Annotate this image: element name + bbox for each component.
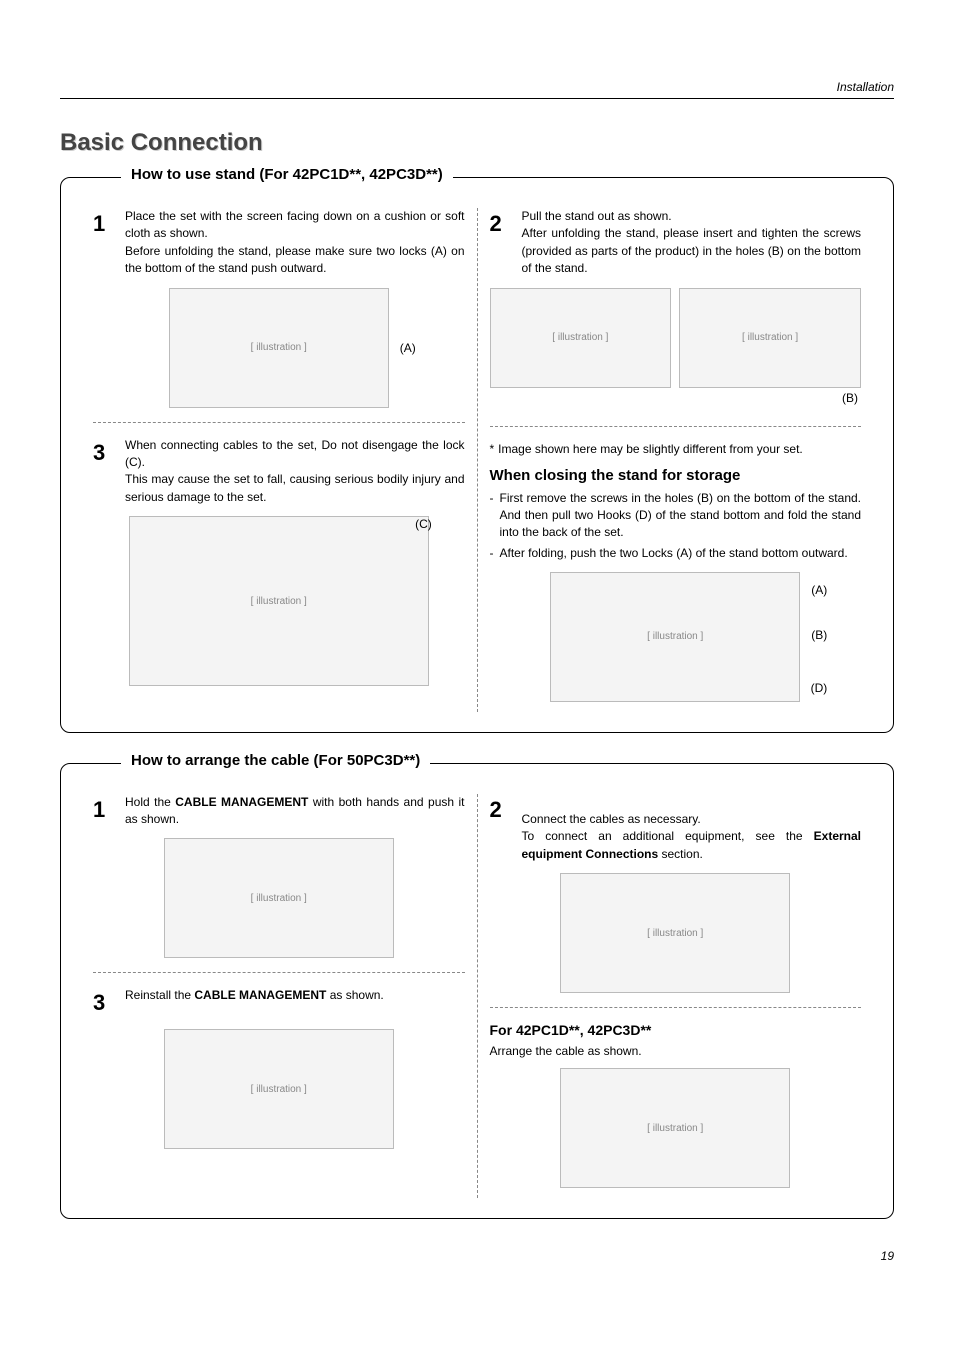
cable-step1-figure: [ illustration ] bbox=[164, 838, 394, 958]
label-d: (D) bbox=[811, 681, 828, 695]
step-text: When connecting cables to the set, Do no… bbox=[125, 437, 465, 507]
figure-placeholder: [ illustration ] bbox=[251, 596, 307, 607]
cable-section-legend: How to arrange the cable (For 50PC3D**) bbox=[121, 752, 430, 769]
step-number: 1 bbox=[93, 794, 113, 829]
text-bold: CABLE MANAGEMENT bbox=[175, 795, 308, 809]
bullet-text: First remove the screws in the holes (B)… bbox=[500, 490, 862, 540]
step-number: 2 bbox=[490, 794, 510, 864]
alt-model-figure: [ illustration ] bbox=[560, 1068, 790, 1188]
bullet-text: After folding, push the two Locks (A) of… bbox=[500, 545, 848, 562]
stand-right-column: 2 Pull the stand out as shown. After unf… bbox=[478, 208, 874, 712]
step-number: 1 bbox=[93, 208, 113, 278]
figure-placeholder: [ illustration ] bbox=[647, 1123, 703, 1134]
page-title: Basic Connection bbox=[60, 129, 894, 157]
cable-arrange-section: How to arrange the cable (For 50PC3D**) … bbox=[60, 763, 894, 1220]
step-text: Hold the CABLE MANAGEMENT with both hand… bbox=[125, 794, 465, 829]
alt-model-heading: For 42PC1D**, 42PC3D** bbox=[490, 1022, 862, 1038]
figure-placeholder: [ illustration ] bbox=[251, 893, 307, 904]
stand-step1-figure: [ illustration ] (A) bbox=[169, 288, 389, 408]
step-text: Reinstall the CABLE MANAGEMENT as shown. bbox=[125, 987, 465, 1019]
label-a: (A) bbox=[811, 583, 827, 597]
stand-left-column: 1 Place the set with the screen facing d… bbox=[81, 208, 478, 712]
text-pre: Reinstall the bbox=[125, 988, 194, 1002]
figure-placeholder: [ illustration ] bbox=[647, 928, 703, 939]
figure-placeholder: [ illustration ] bbox=[251, 342, 307, 353]
label-b: (B) bbox=[842, 391, 858, 405]
step-number: 3 bbox=[93, 987, 113, 1019]
divider bbox=[93, 972, 465, 973]
text-post: section. bbox=[658, 847, 703, 861]
bullet-dash: - bbox=[490, 545, 494, 562]
label-c: (C) bbox=[415, 517, 432, 531]
cable-left-column: 1 Hold the CABLE MANAGEMENT with both ha… bbox=[81, 794, 478, 1199]
stand-section-legend: How to use stand (For 42PC1D**, 42PC3D**… bbox=[121, 166, 453, 183]
image-note: * Image shown here may be slightly diffe… bbox=[490, 441, 862, 458]
cable-step2-figure: [ illustration ] bbox=[560, 873, 790, 993]
figure-placeholder: [ illustration ] bbox=[552, 332, 608, 343]
figure-placeholder: [ illustration ] bbox=[742, 332, 798, 343]
header-section-label: Installation bbox=[60, 80, 894, 99]
label-a: (A) bbox=[400, 341, 416, 355]
cable-right-column: 2 Connect the cables as necessary. To co… bbox=[478, 794, 874, 1199]
asterisk: * bbox=[490, 441, 495, 458]
text-post: as shown. bbox=[326, 988, 383, 1002]
figure-placeholder: [ illustration ] bbox=[647, 631, 703, 642]
step-text: Place the set with the screen facing dow… bbox=[125, 208, 465, 278]
cable-step-3: 3 Reinstall the CABLE MANAGEMENT as show… bbox=[93, 987, 465, 1019]
label-b: (B) bbox=[811, 628, 827, 642]
cable-step-2: 2 Connect the cables as necessary. To co… bbox=[490, 794, 862, 864]
text-pre: Hold the bbox=[125, 795, 175, 809]
text-pre: Connect the cables as necessary. To conn… bbox=[522, 812, 814, 843]
divider bbox=[93, 422, 465, 423]
closing-bullet-1: - First remove the screws in the holes (… bbox=[490, 490, 862, 540]
bullet-dash: - bbox=[490, 490, 494, 540]
step-number: 2 bbox=[490, 208, 510, 278]
closing-bullet-2: - After folding, push the two Locks (A) … bbox=[490, 545, 862, 562]
stand-step2-figure-a: [ illustration ] bbox=[490, 288, 672, 388]
divider bbox=[490, 426, 862, 427]
alt-model-text: Arrange the cable as shown. bbox=[490, 1044, 862, 1058]
text-bold: CABLE MANAGEMENT bbox=[194, 988, 326, 1002]
divider bbox=[490, 1007, 862, 1008]
stand-step-3: 3 When connecting cables to the set, Do … bbox=[93, 437, 465, 507]
cable-step-1: 1 Hold the CABLE MANAGEMENT with both ha… bbox=[93, 794, 465, 829]
cable-step3-figure: [ illustration ] bbox=[164, 1029, 394, 1149]
closing-stand-figure: [ illustration ] (A) (B) (D) bbox=[550, 572, 800, 702]
stand-step-2: 2 Pull the stand out as shown. After unf… bbox=[490, 208, 862, 278]
closing-stand-heading: When closing the stand for storage bbox=[490, 467, 862, 484]
stand-step3-figure: [ illustration ] (C) bbox=[129, 516, 429, 686]
page-number: 19 bbox=[60, 1249, 894, 1263]
stand-usage-section: How to use stand (For 42PC1D**, 42PC3D**… bbox=[60, 177, 894, 733]
figure-placeholder: [ illustration ] bbox=[251, 1084, 307, 1095]
step-text: Pull the stand out as shown. After unfol… bbox=[522, 208, 862, 278]
note-text: Image shown here may be slightly differe… bbox=[498, 441, 803, 458]
step-number: 3 bbox=[93, 437, 113, 507]
step-text: Connect the cables as necessary. To conn… bbox=[522, 794, 862, 864]
stand-step2-figure-b: [ illustration ] (B) bbox=[679, 288, 861, 388]
stand-step-1: 1 Place the set with the screen facing d… bbox=[93, 208, 465, 278]
